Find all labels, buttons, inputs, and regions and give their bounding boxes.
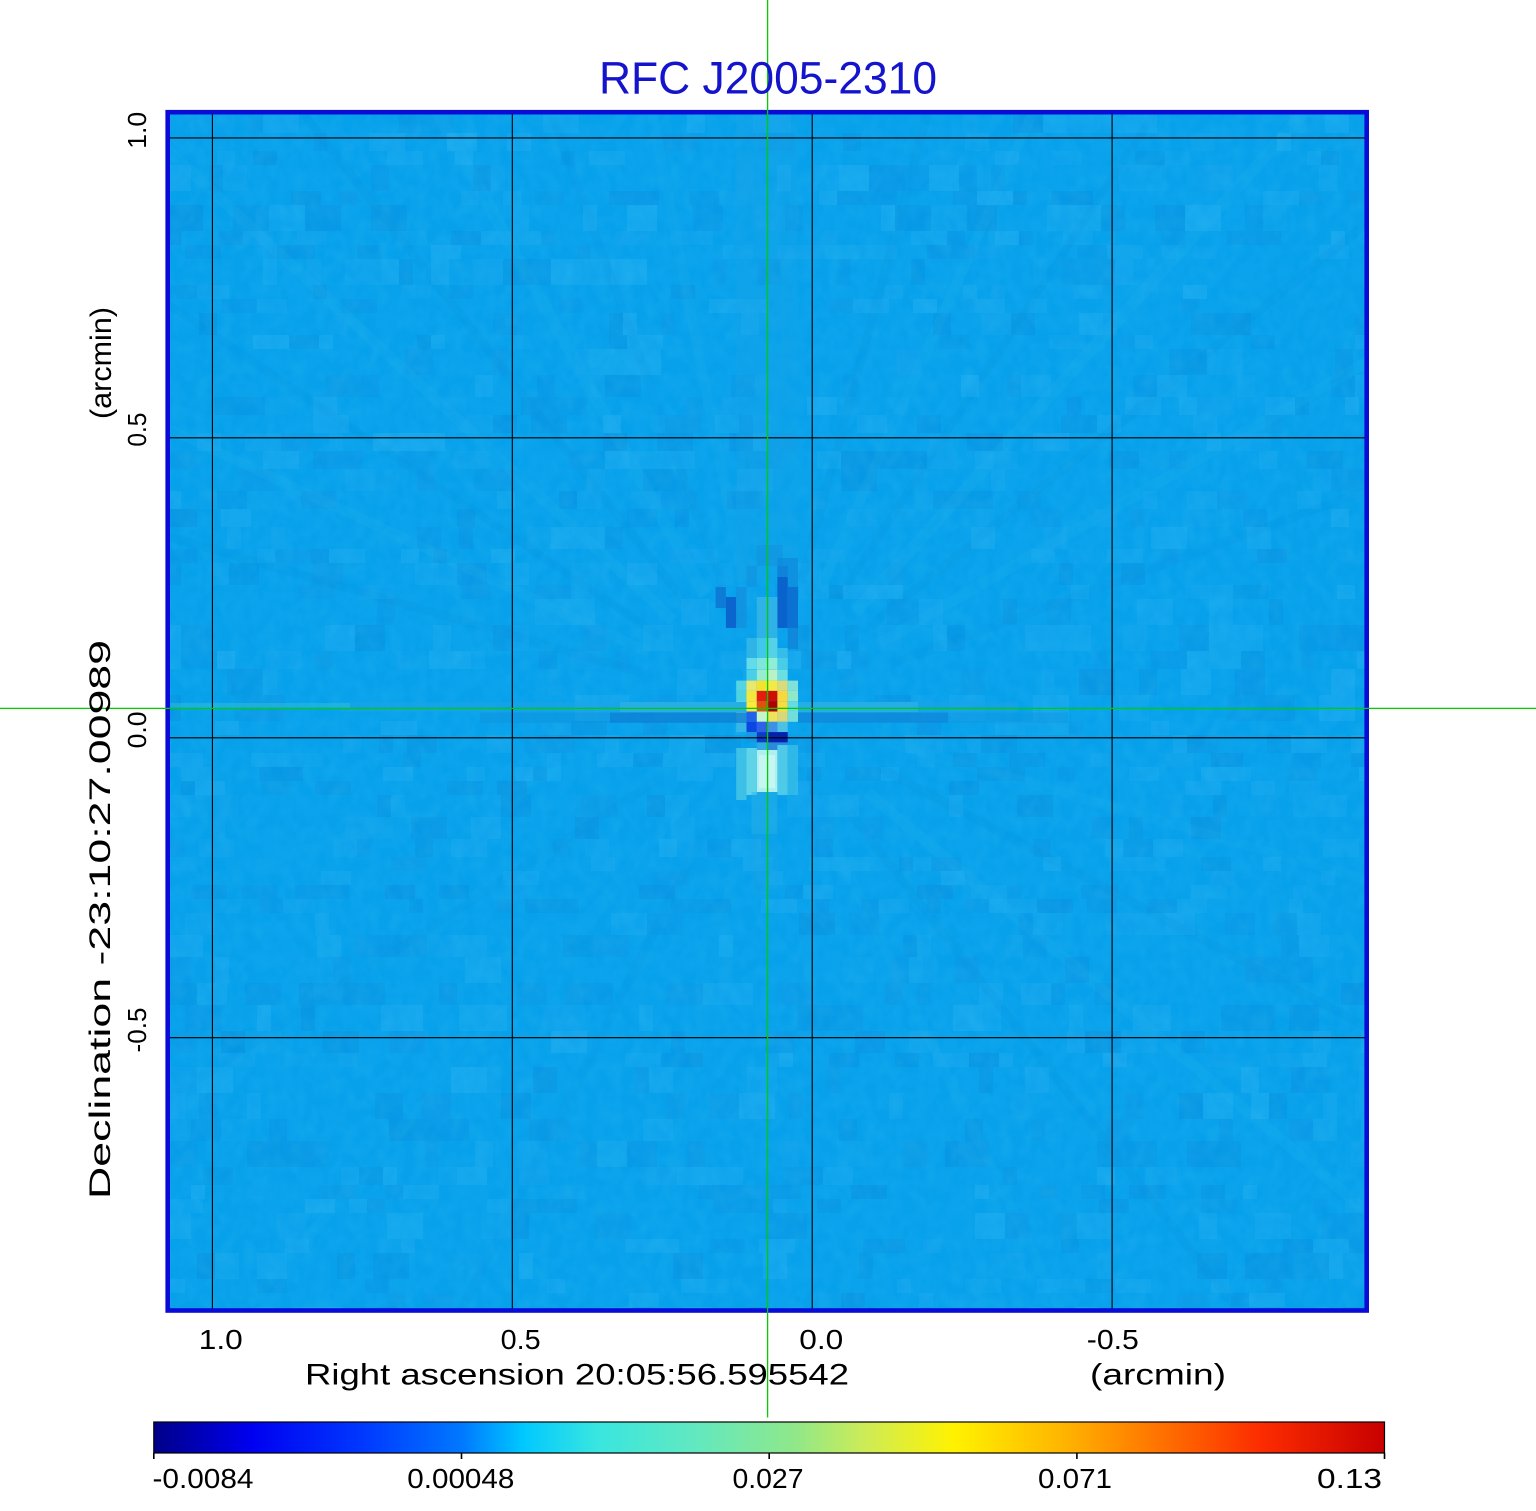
svg-text:Declination -23:10:27.00989: Declination -23:10:27.00989 [84, 640, 117, 1199]
svg-text:0.5: 0.5 [122, 413, 152, 447]
svg-text:0.0: 0.0 [799, 1324, 843, 1355]
svg-text:0.5: 0.5 [501, 1324, 541, 1355]
svg-text:-0.0084: -0.0084 [153, 1463, 254, 1494]
svg-text:0.071: 0.071 [1038, 1463, 1112, 1494]
svg-text:-0.5: -0.5 [122, 1008, 152, 1053]
svg-text:1.0: 1.0 [122, 112, 152, 149]
svg-text:0.0: 0.0 [122, 711, 152, 748]
svg-text:0.027: 0.027 [733, 1463, 804, 1494]
svg-text:(arcmin): (arcmin) [85, 307, 118, 419]
svg-text:Right ascension 20:05:56.5955: Right ascension 20:05:56.595542 [305, 1359, 849, 1392]
svg-text:0.00048: 0.00048 [407, 1463, 514, 1494]
svg-text:RFC J2005-2310: RFC J2005-2310 [599, 53, 937, 104]
svg-text:1.0: 1.0 [199, 1324, 243, 1355]
svg-text:-0.5: -0.5 [1087, 1324, 1139, 1355]
svg-text:0.13: 0.13 [1317, 1463, 1382, 1494]
svg-text:(arcmin): (arcmin) [1090, 1359, 1226, 1392]
